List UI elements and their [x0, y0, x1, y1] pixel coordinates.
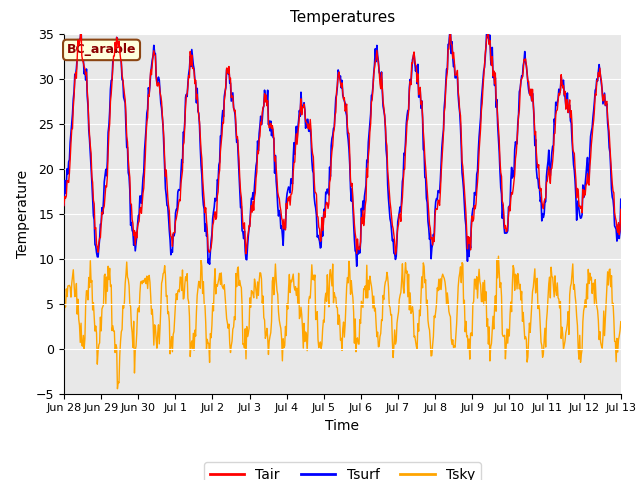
Text: BC_arable: BC_arable: [67, 43, 136, 56]
Y-axis label: Temperature: Temperature: [16, 169, 30, 258]
X-axis label: Time: Time: [325, 419, 360, 433]
Title: Temperatures: Temperatures: [290, 11, 395, 25]
Legend: Tair, Tsurf, Tsky: Tair, Tsurf, Tsky: [204, 462, 481, 480]
